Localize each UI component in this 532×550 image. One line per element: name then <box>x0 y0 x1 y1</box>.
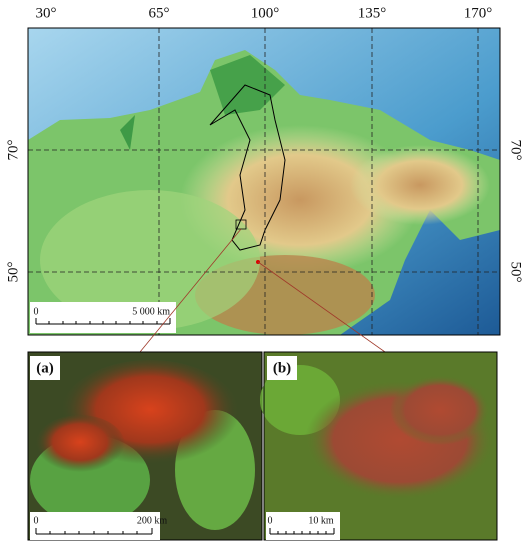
map-frame <box>27 27 501 336</box>
scale-label: 5 000 km <box>132 306 170 317</box>
longitude-label: 135° <box>358 5 387 21</box>
connector <box>257 261 386 353</box>
scale-label: 0 <box>34 515 39 526</box>
scale-box <box>30 302 176 333</box>
scale-label: 10 km <box>308 515 334 526</box>
latitude-label: 50° <box>5 262 21 283</box>
scale-label: 200 km <box>137 515 168 526</box>
scale-ticks <box>35 318 171 325</box>
panel-a: (a) 0 200 km <box>27 351 263 541</box>
main-map: 30° 65° 100° 135° 170° 70° 50° 70° 50° 0… <box>5 5 524 336</box>
uplands <box>350 145 490 225</box>
burn-scar <box>390 375 490 445</box>
region-boundary <box>209 84 286 251</box>
scale-label: 0 <box>34 306 39 317</box>
burn-scar <box>35 415 125 475</box>
longitude-label: 65° <box>149 5 170 21</box>
longitude-label: 170° <box>464 5 493 21</box>
latitude-label: 50° <box>508 262 524 283</box>
longitude-label: 30° <box>36 5 57 21</box>
taimyr <box>210 55 285 115</box>
plain <box>40 190 260 330</box>
panel-label: (b) <box>273 360 291 376</box>
scale-ticks <box>35 528 153 535</box>
label-box <box>30 356 60 380</box>
scale-label: 0 <box>268 515 273 526</box>
scale-ticks <box>269 528 335 535</box>
panel-b: (b) 0 10 km <box>260 351 498 541</box>
scale-box <box>30 512 160 540</box>
label-box <box>267 356 297 380</box>
panel-label: (a) <box>36 360 54 376</box>
panel-frame <box>263 351 498 541</box>
longitude-label: 100° <box>251 5 280 21</box>
latitude-label: 70° <box>5 140 21 161</box>
novaya-zemlya <box>120 115 135 150</box>
latitude-label: 70° <box>508 140 524 161</box>
connector <box>139 228 242 353</box>
scale-box <box>266 512 340 540</box>
scale-bar: 0 5 000 km <box>30 302 176 333</box>
